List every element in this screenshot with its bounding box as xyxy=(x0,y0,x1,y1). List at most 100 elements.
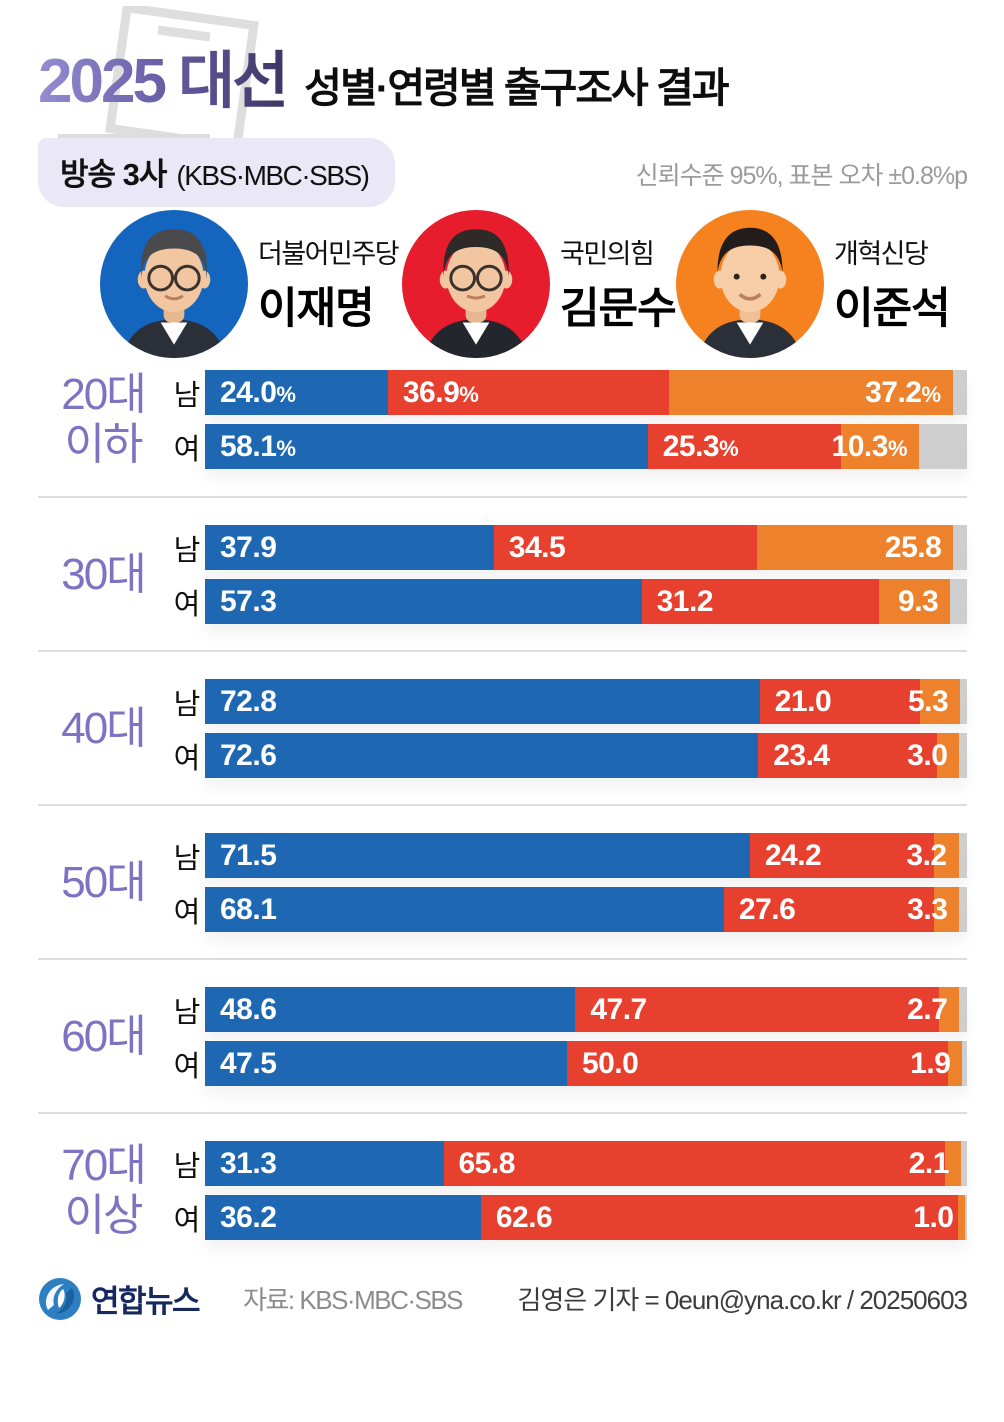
bar-value-lee-jun-seok: 9.3 xyxy=(898,584,939,618)
group-divider xyxy=(38,496,967,498)
bar-row: 남 24.0% 36.9% 37.2% xyxy=(168,370,967,415)
gender-label: 남 xyxy=(173,379,201,412)
bar-value-lee-jae-myung: 58.1% xyxy=(220,429,296,463)
bar-value-kim-moon-soo: 24.2 xyxy=(764,838,822,872)
confidence-note: 신뢰수준 95%, 표본 오차 ±0.8%p xyxy=(635,162,968,190)
bar-segment-kim-moon-soo xyxy=(759,679,920,724)
gender-label: 여 xyxy=(173,588,201,621)
bar-value-lee-jae-myung: 72.6 xyxy=(220,738,277,772)
gender-label: 남 xyxy=(173,534,201,567)
age-label-line: 20대 xyxy=(61,370,146,419)
bar-value-lee-jae-myung: 24.0% xyxy=(220,375,296,409)
logo-text: 연합뉴스 xyxy=(91,1284,201,1319)
bar-value-lee-jun-seok: 2.7 xyxy=(907,992,948,1026)
age-label: 30대 xyxy=(38,525,168,624)
bar-segment-lee-jae-myung xyxy=(205,987,576,1032)
gender-label: 여 xyxy=(173,742,201,775)
candidate-name: 이준석 xyxy=(834,285,951,333)
bar-value-lee-jun-seok: 10.3% xyxy=(831,429,908,463)
bar-value-lee-jun-seok: 5.3 xyxy=(907,684,949,718)
age-group-4: 50대 남 71.5 24.2 3.2 여 68.1 27.6 3.3 xyxy=(38,833,967,932)
age-group-5: 60대 남 48.6 47.7 2.7 여 47.5 50.0 1.9 xyxy=(38,987,967,1086)
bar-segment-lee-jun-seok xyxy=(756,525,954,570)
bar-segment-lee-jae-myung xyxy=(205,887,724,932)
bar-segment-lee-jae-myung xyxy=(205,525,494,570)
age-label: 70대 이상 xyxy=(38,1141,168,1241)
group-rows: 남 72.8 21.0 5.3 여 72.6 23.4 3.0 xyxy=(168,679,967,778)
age-label-line: 이상 xyxy=(64,1191,144,1240)
bar-track: 31.3 65.8 2.1 xyxy=(205,1141,967,1186)
candidate-name: 이재명 xyxy=(258,285,375,333)
candidate-photo-kim-moon-soo xyxy=(402,210,550,358)
bar-segment-kim-moon-soo xyxy=(647,424,841,469)
bar-value-kim-moon-soo: 47.7 xyxy=(590,992,647,1026)
bar-value-kim-moon-soo: 23.4 xyxy=(773,738,830,772)
bar-segment-lee-jae-myung xyxy=(205,370,388,415)
bar-value-kim-moon-soo: 21.0 xyxy=(774,684,832,718)
age-label-line: 50대 xyxy=(61,857,146,907)
bar-row: 남 48.6 47.7 2.7 xyxy=(168,987,967,1032)
page-title: 2025 대선 성별·연령별 출구조사 결과 xyxy=(38,30,967,120)
bar-value-lee-jae-myung: 37.9 xyxy=(220,530,277,564)
age-label-line: 70대 xyxy=(61,1141,146,1190)
footer: 연합뉴스 자료: KBS·MBC·SBS 김영은 기자 = 0eun@yna.c… xyxy=(38,1276,968,1321)
candidate-party: 더불어민주당 xyxy=(258,239,400,269)
bar-value-lee-jun-seok: 3.0 xyxy=(907,738,948,772)
bar-segment-kim-moon-soo xyxy=(480,1195,958,1240)
candidate-kim-moon-soo: 국민의힘 김문수 xyxy=(402,210,677,358)
bar-segment-lee-jun-seok xyxy=(936,733,960,778)
candidate-party: 개혁신당 xyxy=(834,239,929,269)
age-label: 40대 xyxy=(38,679,168,778)
bar-segment-lee-jun-seok xyxy=(934,833,959,878)
bar-segment-lee-jun-seok xyxy=(879,579,951,624)
bar-track: 57.3 31.2 9.3 xyxy=(205,579,967,624)
bar-value-lee-jae-myung: 68.1 xyxy=(220,892,277,926)
bar-value-lee-jae-myung: 57.3 xyxy=(220,584,277,618)
group-divider xyxy=(38,804,967,806)
bar-segment-lee-jae-myung xyxy=(205,1141,444,1186)
candidate-photo-lee-jun-seok xyxy=(676,210,824,358)
bar-value-lee-jae-myung: 47.5 xyxy=(220,1046,277,1080)
age-label-line: 이하 xyxy=(64,420,144,469)
bar-segment-lee-jae-myung xyxy=(205,679,760,724)
yonhap-globe-icon xyxy=(39,1277,81,1320)
broadcaster-badge: 방송 3사 (KBS·MBC·SBS) xyxy=(38,138,395,207)
bar-value-lee-jun-seok: 2.1 xyxy=(908,1146,950,1180)
bar-segment-kim-moon-soo xyxy=(641,579,880,624)
candidate-party: 국민의힘 xyxy=(560,239,655,269)
group-divider xyxy=(38,958,967,960)
bar-row: 남 71.5 24.2 3.2 xyxy=(168,833,967,878)
bar-row: 여 68.1 27.6 3.3 xyxy=(168,887,967,932)
group-rows: 남 37.9 34.5 25.8 여 57.3 31.2 9.3 xyxy=(168,525,967,624)
bar-segment-lee-jae-myung xyxy=(205,579,642,624)
bar-row: 남 37.9 34.5 25.8 xyxy=(168,525,967,570)
bar-segment-lee-jae-myung xyxy=(205,833,750,878)
bar-value-lee-jun-seok: 3.3 xyxy=(907,892,948,926)
bar-row: 남 72.8 21.0 5.3 xyxy=(168,679,967,724)
bar-segment-kim-moon-soo xyxy=(749,833,935,878)
gender-label: 남 xyxy=(173,1150,201,1183)
title-election: 2025 대선 xyxy=(38,30,289,120)
bar-row: 여 47.5 50.0 1.9 xyxy=(168,1041,967,1086)
bar-value-lee-jae-myung: 31.3 xyxy=(220,1146,277,1180)
age-label: 20대 이하 xyxy=(38,370,168,470)
group-rows: 남 48.6 47.7 2.7 여 47.5 50.0 1.9 xyxy=(168,987,967,1086)
group-divider xyxy=(38,1112,967,1114)
gender-label: 남 xyxy=(173,842,201,875)
age-group-2: 30대 남 37.9 34.5 25.8 여 57.3 31.2 9.3 xyxy=(38,525,967,624)
gender-label: 여 xyxy=(173,1050,201,1083)
bar-segment-lee-jun-seok xyxy=(957,1195,966,1240)
gender-label: 여 xyxy=(173,433,201,466)
bar-segment-lee-jae-myung xyxy=(205,424,648,469)
data-source: 자료: KBS·MBC·SBS xyxy=(243,1285,463,1315)
bar-row: 여 58.1% 25.3% 10.3% xyxy=(168,424,967,469)
candidate-lee-jun-seok: 개혁신당 이준석 xyxy=(676,210,951,358)
bar-value-lee-jun-seok: 37.2% xyxy=(865,375,941,409)
bar-segment-lee-jae-myung xyxy=(205,1195,481,1240)
bar-row: 여 57.3 31.2 9.3 xyxy=(168,579,967,624)
bar-row: 여 36.2 62.6 1.0 xyxy=(168,1195,967,1240)
bar-value-kim-moon-soo: 31.2 xyxy=(656,584,714,618)
bar-value-lee-jae-myung: 72.8 xyxy=(220,684,277,718)
bar-track: 72.8 21.0 5.3 xyxy=(205,679,967,724)
